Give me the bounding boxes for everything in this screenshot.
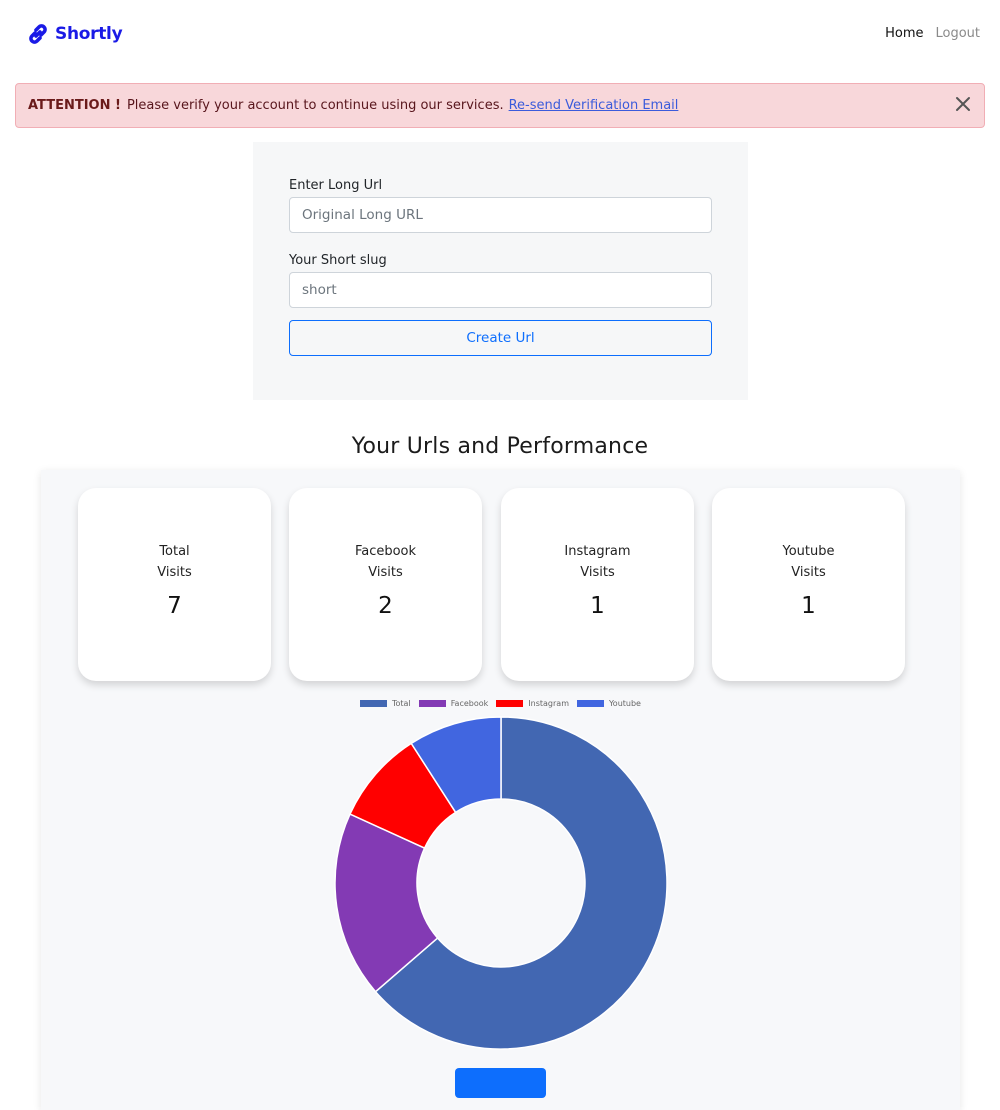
create-url-form: Enter Long Url Your Short slug Create Ur… — [253, 142, 748, 400]
create-url-button[interactable]: Create Url — [289, 320, 712, 356]
nav-home-link[interactable]: Home — [885, 26, 924, 41]
performance-panel: Total Visits 7 Facebook Visits 2 Instagr… — [41, 470, 960, 1110]
nav-links: Home Logout — [885, 26, 980, 41]
alert-title: ATTENTION ! — [28, 98, 121, 113]
stat-label-line2: Visits — [580, 565, 615, 580]
long-url-input[interactable] — [289, 197, 712, 233]
legend-swatch — [496, 700, 524, 707]
stat-value: 7 — [167, 593, 182, 619]
navbar: Shortly Home Logout — [0, 0, 1000, 70]
stat-card-instagram: Instagram Visits 1 — [501, 488, 694, 681]
brand-logo[interactable]: Shortly — [26, 22, 123, 46]
visit-button[interactable] — [455, 1068, 546, 1098]
stat-value: 2 — [378, 593, 393, 619]
stat-label-line1: Instagram — [564, 544, 631, 559]
stat-label: Youtube Visits — [712, 541, 905, 583]
donut-slice-youtube[interactable] — [410, 716, 502, 814]
stat-card-youtube: Youtube Visits 1 — [712, 488, 905, 681]
performance-title: Your Urls and Performance — [351, 434, 649, 459]
stat-card-total: Total Visits 7 — [78, 488, 271, 681]
short-slug-input[interactable] — [289, 272, 712, 308]
brand-name: Shortly — [55, 24, 123, 44]
verification-alert: ATTENTION ! Please verify your account t… — [15, 83, 985, 128]
legend-label: Facebook — [450, 699, 489, 708]
stat-label-line2: Visits — [791, 565, 826, 580]
nav-logout-link[interactable]: Logout — [935, 26, 980, 41]
donut-slice-facebook[interactable] — [334, 813, 439, 993]
resend-verification-link[interactable]: Re-send Verification Email — [508, 98, 679, 113]
legend-item-instagram[interactable]: Instagram — [496, 699, 569, 708]
stat-label-line2: Visits — [157, 565, 192, 580]
legend-item-facebook[interactable]: Facebook — [418, 699, 489, 708]
legend-item-youtube[interactable]: Youtube — [576, 699, 641, 708]
alert-message: Please verify your account to continue u… — [126, 98, 504, 113]
legend-label: Total — [392, 699, 411, 708]
short-slug-label: Your Short slug — [289, 253, 387, 268]
legend-item-total[interactable]: Total — [360, 699, 411, 708]
chart-legend: Total Facebook Instagram Youtube — [41, 699, 960, 708]
legend-swatch — [576, 700, 604, 707]
legend-swatch — [360, 700, 387, 707]
stat-label: Total Visits — [78, 541, 271, 583]
stat-label: Instagram Visits — [501, 541, 694, 583]
stat-value: 1 — [590, 593, 605, 619]
donut-slice-total[interactable] — [374, 716, 668, 1050]
legend-label: Youtube — [608, 699, 641, 708]
stat-label-line1: Youtube — [782, 544, 835, 559]
visits-doughnut-chart — [334, 716, 668, 1050]
stat-label-line1: Total — [159, 544, 190, 559]
legend-swatch — [418, 700, 446, 707]
link-icon — [26, 22, 50, 46]
stat-card-facebook: Facebook Visits 2 — [289, 488, 482, 681]
legend-label: Instagram — [528, 699, 569, 708]
stat-label-line2: Visits — [368, 565, 403, 580]
stat-value: 1 — [801, 593, 816, 619]
stat-label: Facebook Visits — [289, 541, 482, 583]
stat-label-line1: Facebook — [354, 544, 417, 559]
long-url-label: Enter Long Url — [289, 178, 383, 193]
close-icon[interactable] — [954, 95, 972, 113]
